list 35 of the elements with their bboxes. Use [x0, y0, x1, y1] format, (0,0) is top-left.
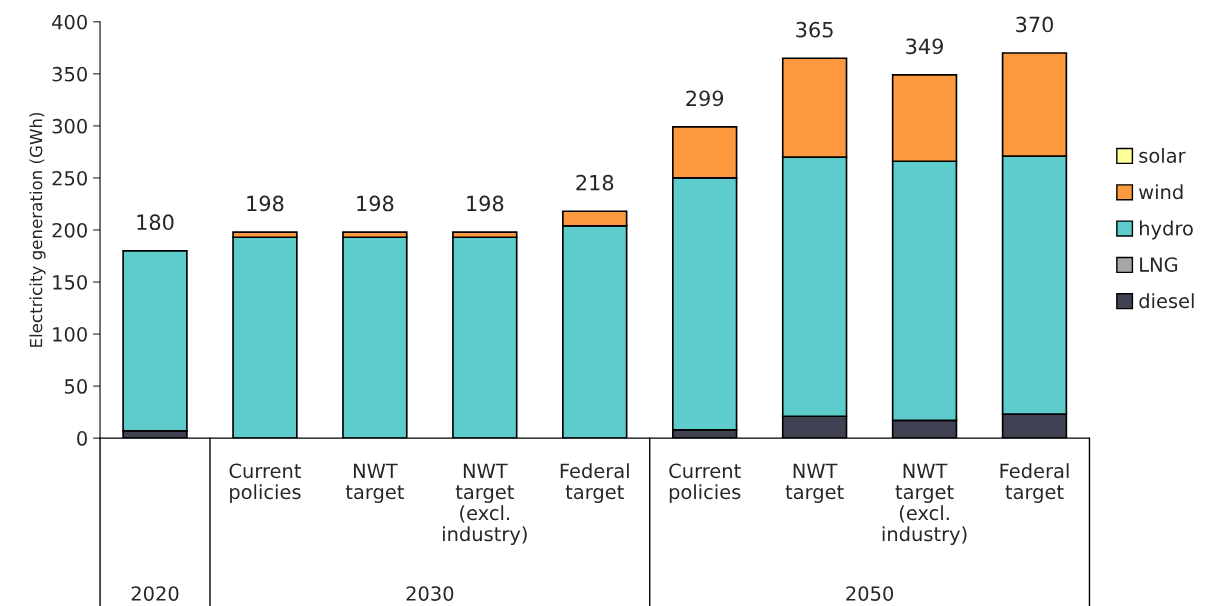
y-tick-label: 200 [52, 222, 87, 238]
x-tick-label: Current policies [669, 463, 741, 503]
x-tick-label: NWT target [345, 463, 404, 503]
x-tick-label: NWT target (excl. industry) [443, 463, 527, 546]
x-tick-label: Federal target [560, 463, 629, 503]
text: 2020 [131, 586, 179, 601]
y-axis-title: Electricity generation (GWh) [29, 112, 46, 347]
total-label: 370 [1016, 16, 1053, 33]
x-tick-label: NWT target (excl. industry) [882, 463, 967, 546]
y-tick-label: 400 [52, 14, 87, 30]
total-label: 198 [357, 195, 394, 212]
total-label: 198 [247, 195, 284, 212]
total-label: 365 [796, 21, 833, 38]
text: 2050 [846, 586, 894, 601]
legend-label: wind [1139, 184, 1183, 200]
total-label: 218 [576, 174, 614, 191]
y-tick-label: 250 [52, 170, 87, 186]
total-label: 198 [467, 195, 504, 212]
y-tick-label: 150 [53, 274, 87, 290]
x-tick-label: Federal target [1000, 463, 1069, 503]
y-tick-label: 50 [64, 379, 87, 394]
legend-label: diesel [1139, 293, 1194, 309]
x-tick-label: NWT target [785, 463, 844, 503]
legend-label: hydro [1140, 220, 1193, 240]
total-label: 349 [906, 38, 943, 55]
y-tick-label: 300 [52, 118, 87, 134]
total-label: 180 [137, 214, 174, 231]
legend-label: solar [1139, 147, 1186, 163]
y-tick-label: 0 [77, 431, 87, 446]
text: 2030 [406, 586, 454, 601]
y-tick-label: 100 [53, 327, 87, 342]
y-tick-label: 350 [52, 66, 87, 82]
x-tick-label: Current policies [229, 463, 301, 503]
total-label: 299 [686, 90, 724, 107]
legend-label: LNG [1140, 257, 1178, 272]
